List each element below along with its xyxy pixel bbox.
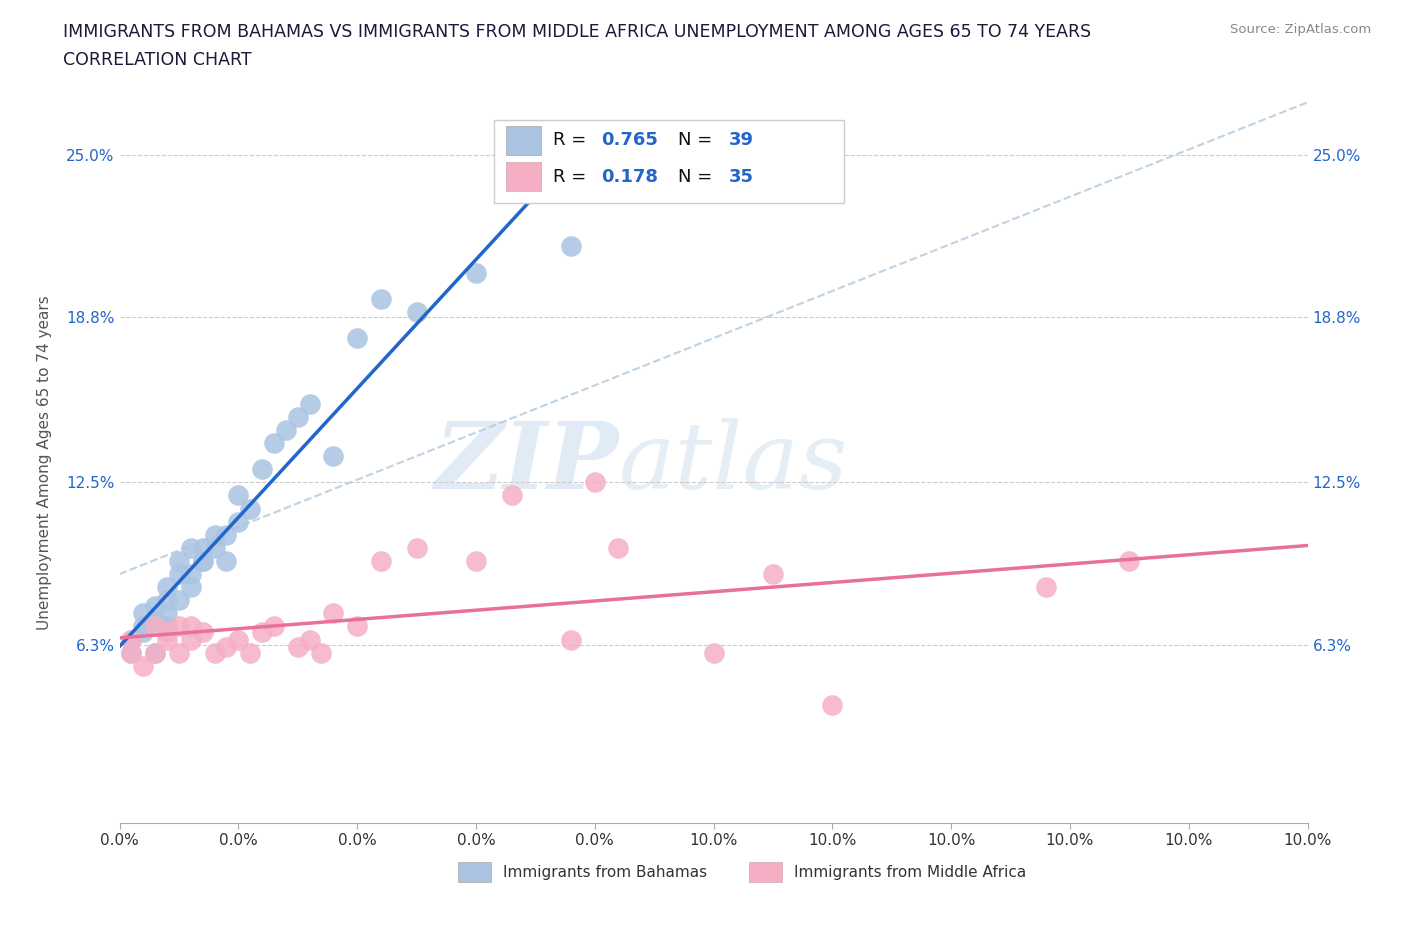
Text: 0.178: 0.178 <box>600 167 658 186</box>
Point <box>167 592 190 607</box>
Point <box>370 291 392 306</box>
Point <box>180 579 202 594</box>
Point <box>250 462 273 477</box>
Text: CORRELATION CHART: CORRELATION CHART <box>63 51 252 69</box>
Y-axis label: Unemployment Among Ages 65 to 74 years: Unemployment Among Ages 65 to 74 years <box>38 296 52 630</box>
Point <box>370 553 392 568</box>
Point <box>346 331 368 346</box>
Point <box>180 540 202 555</box>
Point <box>204 527 226 542</box>
Text: N =: N = <box>678 131 718 150</box>
Point <box>180 619 202 634</box>
Point <box>560 239 582 254</box>
Point <box>274 422 297 437</box>
Point <box>156 619 179 634</box>
Point <box>191 624 214 639</box>
Point <box>132 624 155 639</box>
Point <box>405 304 427 319</box>
Point <box>191 540 214 555</box>
Point <box>405 540 427 555</box>
Point <box>204 645 226 660</box>
Point <box>464 265 488 280</box>
Point <box>821 698 844 712</box>
Point <box>322 606 344 621</box>
Text: Source: ZipAtlas.com: Source: ZipAtlas.com <box>1230 23 1371 36</box>
Point <box>228 514 250 529</box>
Point <box>156 592 179 607</box>
Point <box>1035 579 1057 594</box>
Text: N =: N = <box>678 167 718 186</box>
FancyBboxPatch shape <box>749 862 783 883</box>
Text: atlas: atlas <box>619 418 848 508</box>
Point <box>346 619 368 634</box>
Point <box>287 640 309 655</box>
Point <box>143 645 166 660</box>
Point <box>143 645 166 660</box>
Point <box>120 632 142 647</box>
Text: 39: 39 <box>728 131 754 150</box>
FancyBboxPatch shape <box>494 120 844 203</box>
Point <box>464 553 488 568</box>
Point <box>180 632 202 647</box>
Point <box>156 606 179 621</box>
Point <box>250 624 273 639</box>
Point <box>228 632 250 647</box>
Text: 35: 35 <box>728 167 754 186</box>
Point <box>167 645 190 660</box>
Point <box>228 488 250 503</box>
Point <box>263 435 285 450</box>
Point <box>703 645 725 660</box>
Point <box>156 624 179 639</box>
Text: ZIP: ZIP <box>434 418 619 508</box>
Text: Immigrants from Middle Africa: Immigrants from Middle Africa <box>794 865 1026 880</box>
Point <box>156 632 179 647</box>
Point <box>156 579 179 594</box>
Point <box>1118 553 1140 568</box>
Point <box>180 566 202 581</box>
Point <box>167 566 190 581</box>
Point <box>298 396 321 411</box>
Point <box>762 566 785 581</box>
Point <box>167 619 190 634</box>
Point <box>263 619 285 634</box>
Text: R =: R = <box>553 131 592 150</box>
Point <box>204 540 226 555</box>
Point <box>132 658 155 673</box>
Point <box>143 619 166 634</box>
Point <box>311 645 333 660</box>
Point <box>607 540 630 555</box>
Point <box>167 553 190 568</box>
Point <box>501 488 523 503</box>
Point <box>132 606 155 621</box>
Point <box>132 619 155 634</box>
Text: Immigrants from Bahamas: Immigrants from Bahamas <box>503 865 707 880</box>
Point <box>191 553 214 568</box>
Point <box>120 645 142 660</box>
Point <box>143 614 166 629</box>
Point <box>191 553 214 568</box>
Point <box>298 632 321 647</box>
Text: 0.765: 0.765 <box>600 131 658 150</box>
Point <box>583 475 606 490</box>
Point <box>287 409 309 424</box>
FancyBboxPatch shape <box>506 162 541 191</box>
FancyBboxPatch shape <box>506 126 541 155</box>
Point <box>239 501 262 516</box>
Point <box>560 632 582 647</box>
Text: IMMIGRANTS FROM BAHAMAS VS IMMIGRANTS FROM MIDDLE AFRICA UNEMPLOYMENT AMONG AGES: IMMIGRANTS FROM BAHAMAS VS IMMIGRANTS FR… <box>63 23 1091 41</box>
Point <box>120 632 142 647</box>
Point <box>143 598 166 613</box>
Point <box>239 645 262 660</box>
Point <box>322 448 344 463</box>
FancyBboxPatch shape <box>458 862 491 883</box>
Point <box>120 645 142 660</box>
Text: R =: R = <box>553 167 592 186</box>
Point <box>215 527 238 542</box>
Point <box>215 640 238 655</box>
Point <box>215 553 238 568</box>
